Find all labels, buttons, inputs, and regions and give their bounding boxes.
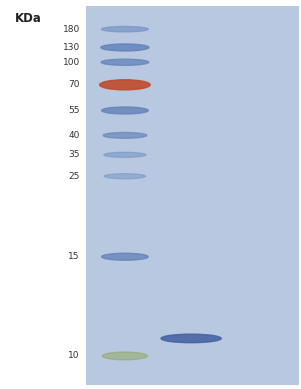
Ellipse shape <box>101 44 149 51</box>
Ellipse shape <box>101 59 149 65</box>
Ellipse shape <box>104 173 146 179</box>
Ellipse shape <box>101 107 148 114</box>
Text: 100: 100 <box>63 58 80 67</box>
Bar <box>86 6 299 385</box>
Ellipse shape <box>104 152 146 158</box>
Ellipse shape <box>102 352 147 360</box>
Ellipse shape <box>101 26 148 32</box>
Ellipse shape <box>161 334 221 343</box>
Text: 15: 15 <box>68 252 80 261</box>
Text: 130: 130 <box>63 43 80 52</box>
Text: KDa: KDa <box>15 12 42 25</box>
Ellipse shape <box>103 132 147 138</box>
Ellipse shape <box>101 253 148 260</box>
Text: 40: 40 <box>68 131 80 140</box>
Text: 180: 180 <box>63 25 80 34</box>
Text: 55: 55 <box>68 106 80 115</box>
Text: 35: 35 <box>68 150 80 159</box>
Text: 10: 10 <box>68 351 80 361</box>
Text: 70: 70 <box>68 80 80 89</box>
Text: 25: 25 <box>68 172 80 181</box>
Ellipse shape <box>100 80 150 90</box>
